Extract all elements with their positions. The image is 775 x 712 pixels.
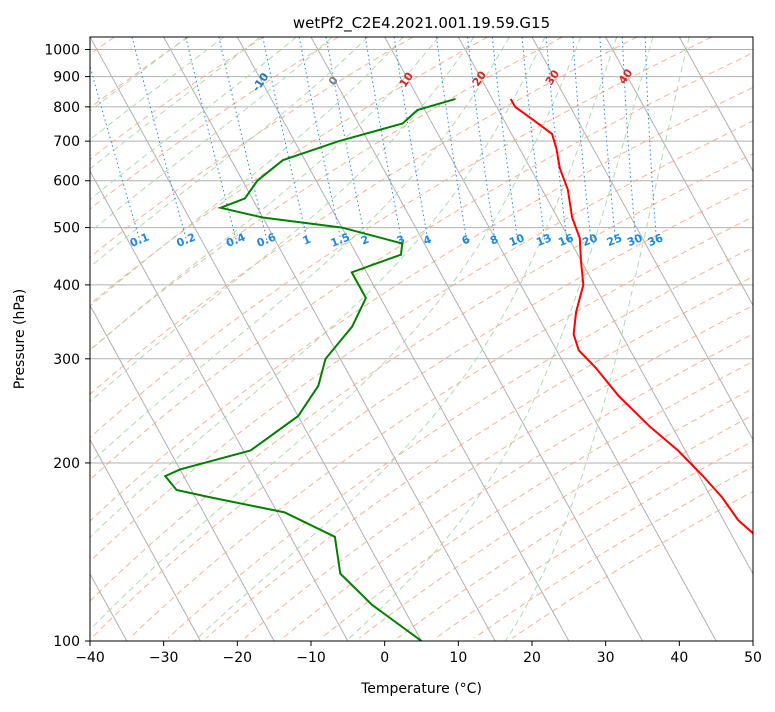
y-tick-label: 400 xyxy=(53,278,80,294)
mixing-ratio-line xyxy=(621,37,637,243)
dry-adiabat xyxy=(206,276,753,639)
dry-adiabat xyxy=(90,37,712,439)
moist-adiabat xyxy=(90,37,439,352)
mixing-ratio-label: 16 xyxy=(556,231,575,249)
isotherm-line xyxy=(236,37,570,641)
dry-adiabat xyxy=(90,52,753,481)
x-tick-label: −40 xyxy=(75,650,105,666)
moist-adiabat xyxy=(90,37,297,201)
mixing-ratio-label: 25 xyxy=(605,231,624,249)
mixing-ratio-label: 20 xyxy=(580,231,599,249)
dry-adiabat xyxy=(320,360,753,639)
y-tick-label: 1000 xyxy=(44,43,80,59)
mixing-ratio-label: 36 xyxy=(646,231,665,249)
y-tick-label: 300 xyxy=(53,352,80,368)
mixing-ratio-line xyxy=(298,37,342,243)
isotherm-line xyxy=(90,304,275,641)
plot-area: 0.10.20.40.611.52346810131620253036-100-… xyxy=(90,37,753,641)
dry-adiabat xyxy=(90,153,753,602)
x-axis-label: Temperature (°C) xyxy=(360,681,482,697)
y-axis-label: Pressure (hPa) xyxy=(12,289,28,389)
y-tick-label: 800 xyxy=(53,100,80,116)
dry-adiabat xyxy=(90,37,488,305)
moist-adiabat xyxy=(194,37,618,641)
dry-adiabat xyxy=(282,333,753,639)
mixing-ratio-label: 1 xyxy=(301,233,313,248)
dry-adiabat xyxy=(91,185,753,639)
mixing-ratio-line xyxy=(218,37,268,243)
moist-adiabat xyxy=(345,37,654,641)
mixing-ratio-line xyxy=(521,37,546,243)
moist-adiabat xyxy=(90,37,404,307)
temperature-profile-line xyxy=(509,98,753,535)
isotherm-line xyxy=(384,37,717,641)
mixing-ratio-line xyxy=(185,37,238,243)
x-tick-label: −20 xyxy=(223,650,253,666)
isotherm-line xyxy=(457,37,753,575)
y-tick-label: 600 xyxy=(53,174,80,190)
moist-adiabat xyxy=(90,37,510,464)
moist-adiabat xyxy=(90,37,546,539)
mixing-ratio-line xyxy=(364,37,403,243)
chart-title: wetPf2_C2E4.2021.001.19.59.G15 xyxy=(293,14,550,33)
y-tick-label: 100 xyxy=(53,634,80,650)
x-tick-label: 30 xyxy=(597,650,615,666)
x-tick-label: 40 xyxy=(670,650,688,666)
dry-adiabat xyxy=(90,37,563,351)
isotherm-line xyxy=(605,37,753,307)
isotherm-line xyxy=(163,37,496,641)
y-tick-label: 500 xyxy=(53,221,80,237)
plot-frame xyxy=(89,36,754,642)
dry-adiabat xyxy=(167,246,753,639)
mixing-ratio-line xyxy=(572,37,592,243)
mixing-ratio-label: 3 xyxy=(395,233,407,248)
axes-layer: −40 −30 −20 −10 0 10 20 30 40 50 100 200 300 400 500 60… xyxy=(44,43,762,666)
mixing-ratio-line xyxy=(467,37,496,243)
isotherm-line xyxy=(90,170,349,641)
isotherm-line xyxy=(678,37,753,173)
y-tick-label: 900 xyxy=(53,70,80,86)
mixing-ratio-label: 10 xyxy=(507,231,526,249)
dry-adiabat xyxy=(90,86,753,522)
mixing-ratio-label: 30 xyxy=(625,231,644,249)
mixing-ratio-line xyxy=(393,37,429,243)
x-tick-label: −30 xyxy=(149,650,179,666)
mixing-ratio-line xyxy=(545,37,568,243)
moist-adiabat xyxy=(90,37,333,233)
x-tick-label: 20 xyxy=(523,650,541,666)
mixing-ratio-label: 8 xyxy=(488,233,500,248)
mixing-ratio-line xyxy=(644,37,658,243)
isotherm-line xyxy=(90,37,422,641)
x-tick-label: 0 xyxy=(380,650,389,666)
x-tick-label: −10 xyxy=(296,650,326,666)
moist-adiabat xyxy=(90,37,582,631)
dry-adiabat xyxy=(244,305,753,639)
moist-adiabat xyxy=(505,37,690,641)
mixing-ratio-line xyxy=(599,37,617,243)
dry-adiabat xyxy=(90,37,264,160)
moist-adiabat xyxy=(90,37,369,268)
dewpoint-profile-line xyxy=(163,97,456,641)
isotherm-line xyxy=(90,438,201,641)
y-tick-label: 200 xyxy=(53,456,80,472)
mixing-ratio-line xyxy=(435,37,468,243)
y-tick-label: 700 xyxy=(53,134,80,150)
mixing-ratio-label: 13 xyxy=(534,231,553,249)
x-tick-label: 50 xyxy=(744,650,762,666)
dry-adiabat xyxy=(90,37,339,210)
moist-adiabat xyxy=(90,37,475,403)
isotherm-line xyxy=(531,37,753,441)
x-tick-label: 10 xyxy=(449,650,467,666)
mixing-ratio-label: 2 xyxy=(359,233,371,248)
